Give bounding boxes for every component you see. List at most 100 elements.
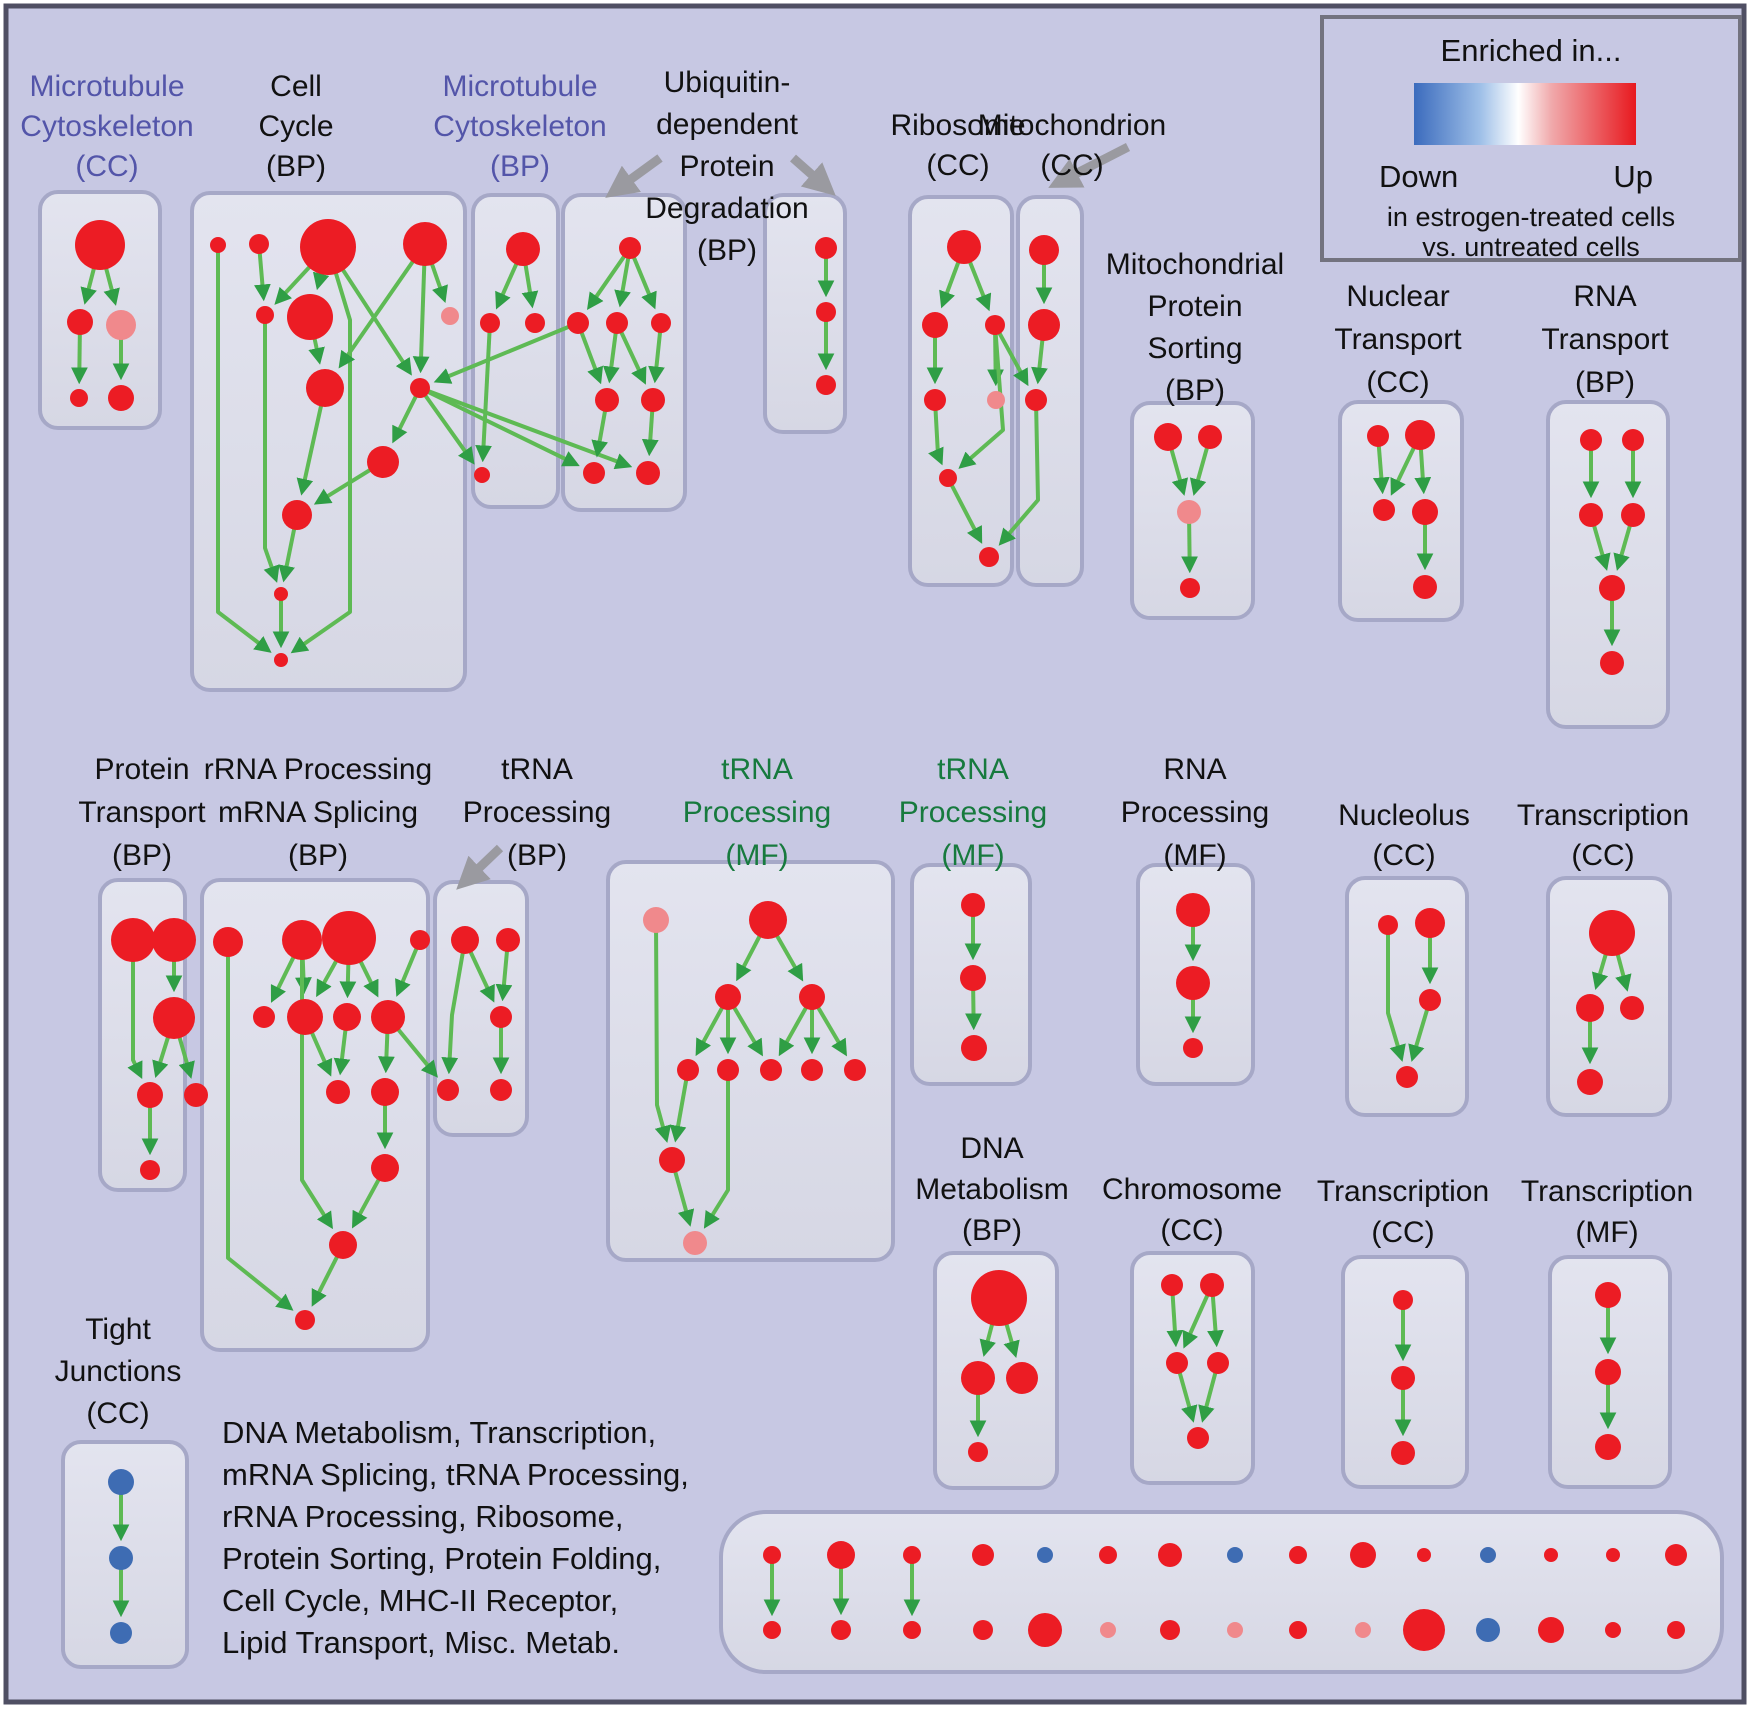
go-term-node xyxy=(287,999,323,1035)
go-term-node xyxy=(329,1231,357,1259)
go-term-node xyxy=(295,1310,315,1330)
go-term-node xyxy=(1476,1618,1500,1642)
go-term-node xyxy=(525,313,545,333)
go-term-node xyxy=(322,911,376,965)
cluster-label: Cytoskeleton xyxy=(20,110,193,143)
go-term-node xyxy=(844,1059,866,1081)
go-term-node xyxy=(1580,429,1602,451)
cluster-label: Processing xyxy=(683,796,831,829)
cluster-box-nuclear-transport-cc xyxy=(1338,400,1464,622)
go-term-node xyxy=(1289,1621,1307,1639)
go-term-node xyxy=(1154,423,1182,451)
cluster-label: (BP) xyxy=(1575,366,1635,399)
go-term-node xyxy=(924,389,946,411)
cluster-label: RNA xyxy=(1163,753,1226,786)
go-term-node xyxy=(1227,1547,1243,1563)
cluster-label: Cycle xyxy=(258,110,333,143)
go-term-node xyxy=(108,1469,134,1495)
go-term-node xyxy=(816,375,836,395)
go-term-node xyxy=(1198,425,1222,449)
go-term-node xyxy=(1161,1274,1183,1296)
cluster-label: Mitochondrial xyxy=(1106,248,1284,281)
edge-arrow xyxy=(419,386,580,467)
legend-down-label: Down xyxy=(1379,159,1459,194)
go-term-node xyxy=(1606,1548,1620,1562)
go-term-node xyxy=(971,1270,1027,1326)
go-term-node xyxy=(410,378,430,398)
edge-arrow xyxy=(338,242,427,369)
go-term-node xyxy=(749,901,787,939)
cluster-label: Processing xyxy=(1121,796,1269,829)
edge-arrow xyxy=(998,399,1040,546)
go-term-node xyxy=(985,315,1005,335)
gray-callout-arrow xyxy=(790,154,836,196)
cluster-box-dna-metabolism-bp xyxy=(933,1251,1059,1490)
cluster-label: (BP) xyxy=(962,1214,1022,1247)
go-term-node xyxy=(75,220,125,270)
cluster-label: Transport xyxy=(78,796,206,829)
edge-arrow xyxy=(226,942,294,1311)
edge-arrow xyxy=(669,1069,690,1143)
go-term-node xyxy=(184,1083,208,1107)
go-term-node xyxy=(606,312,628,334)
cluster-label: rRNA Processing xyxy=(204,753,432,786)
go-term-node xyxy=(968,1442,988,1462)
legend: Enriched in... Down Up in estrogen-treat… xyxy=(1320,15,1742,262)
go-term-node xyxy=(961,893,985,917)
go-term-node xyxy=(1176,893,1210,927)
go-term-node xyxy=(1378,915,1398,935)
go-term-node xyxy=(1595,1282,1621,1308)
cluster-label: (BP) xyxy=(112,839,172,872)
go-term-node xyxy=(1599,575,1625,601)
go-term-node xyxy=(1576,994,1604,1022)
cluster-label: Ubiquitin- xyxy=(664,66,791,99)
go-term-node xyxy=(1621,503,1645,527)
go-term-node xyxy=(1367,425,1389,447)
go-term-node xyxy=(1393,1290,1413,1310)
go-term-node xyxy=(1413,575,1437,599)
cluster-box-chromosome-cc xyxy=(1130,1251,1255,1485)
cluster-label: tRNA xyxy=(721,753,793,786)
cluster-label: (CC) xyxy=(1571,839,1634,872)
go-term-node xyxy=(1589,910,1635,956)
go-term-node xyxy=(961,1035,987,1061)
legend-title: Enriched in... xyxy=(1440,33,1622,68)
go-term-node xyxy=(715,984,741,1010)
cluster-label: Microtubule xyxy=(29,70,184,103)
cluster-box-transcription-cc-mid xyxy=(1546,876,1672,1117)
cluster-box-microtubule-cytoskeleton-cc xyxy=(38,190,162,430)
go-term-node xyxy=(326,1080,350,1104)
cluster-label: (CC) xyxy=(1040,149,1103,182)
cluster-label: (MF) xyxy=(1575,1216,1638,1249)
go-term-node xyxy=(153,997,195,1039)
go-term-node xyxy=(815,237,837,259)
go-term-node xyxy=(583,462,605,484)
go-term-node xyxy=(677,1059,699,1081)
cluster-label: (CC) xyxy=(75,150,138,183)
gray-callout-arrow xyxy=(1048,142,1131,188)
cluster-label: Transcription xyxy=(1521,1175,1693,1208)
go-term-node xyxy=(1177,500,1201,524)
cluster-label: DNA xyxy=(960,1132,1023,1165)
edge-arrow xyxy=(928,399,944,466)
go-term-node xyxy=(1577,1069,1603,1095)
cluster-label: Sorting xyxy=(1147,332,1242,365)
legend-gradient-bar xyxy=(1414,83,1636,145)
cluster-label: Junctions xyxy=(55,1355,182,1388)
cluster-label: Nucleolus xyxy=(1338,799,1470,832)
go-term-node xyxy=(801,1059,823,1081)
go-term-node xyxy=(1187,1427,1209,1449)
go-term-node xyxy=(140,1160,160,1180)
go-term-node xyxy=(249,234,269,254)
cluster-label: (BP) xyxy=(266,150,326,183)
cluster-label: tRNA xyxy=(501,753,573,786)
go-term-node xyxy=(1160,1620,1180,1640)
edge-arrow xyxy=(441,939,467,1075)
go-term-node xyxy=(947,230,981,264)
go-term-node xyxy=(979,547,999,567)
go-term-node xyxy=(1396,1066,1418,1088)
go-term-node xyxy=(109,1546,133,1570)
cluster-label: RNA xyxy=(1573,280,1636,313)
cluster-label: (CC) xyxy=(1371,1216,1434,1249)
